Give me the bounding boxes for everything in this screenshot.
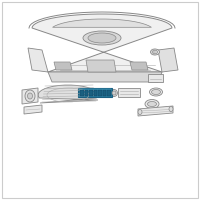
Ellipse shape [138,110,142,114]
Ellipse shape [88,33,116,43]
Ellipse shape [28,93,32,99]
Polygon shape [22,88,38,104]
Ellipse shape [110,90,118,97]
Polygon shape [148,74,163,82]
Ellipse shape [150,88,162,96]
Polygon shape [118,88,140,97]
Polygon shape [80,90,84,96]
Ellipse shape [83,31,121,45]
Polygon shape [107,90,110,96]
Ellipse shape [25,90,35,102]
Polygon shape [130,62,148,70]
Ellipse shape [145,99,159,108]
Polygon shape [86,60,116,72]
Polygon shape [53,19,151,27]
Polygon shape [38,85,98,103]
Polygon shape [138,106,173,116]
Polygon shape [84,90,88,96]
Ellipse shape [112,91,116,95]
Ellipse shape [169,106,173,112]
Polygon shape [54,62,72,70]
Polygon shape [102,90,106,96]
Polygon shape [94,90,97,96]
Polygon shape [28,48,48,72]
Ellipse shape [148,102,156,106]
Polygon shape [32,14,172,72]
Polygon shape [98,90,102,96]
Polygon shape [78,88,112,97]
Polygon shape [24,105,42,114]
Ellipse shape [151,49,160,55]
Polygon shape [89,90,92,96]
Polygon shape [48,72,162,82]
Ellipse shape [152,90,160,95]
Ellipse shape [153,50,158,54]
Polygon shape [158,48,178,72]
